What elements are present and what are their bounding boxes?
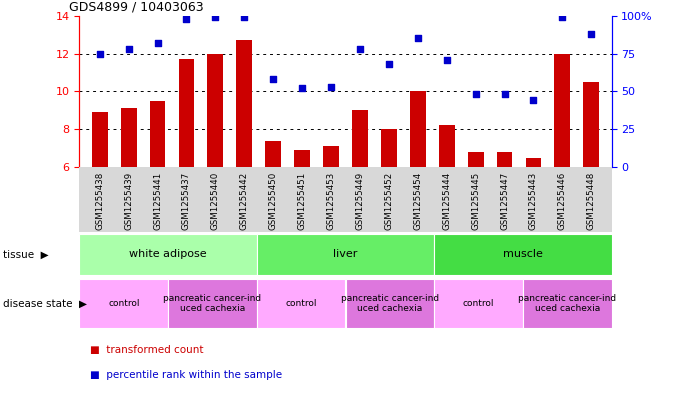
Bar [346,279,434,328]
Bar [323,146,339,167]
Bar [410,91,426,167]
Bar [257,279,346,328]
Point [499,91,510,97]
Text: tissue  ▶: tissue ▶ [3,250,49,259]
Bar [79,234,257,275]
Text: GSM1255448: GSM1255448 [587,172,596,230]
Point [239,14,250,20]
Bar [265,141,281,167]
Text: GSM1255441: GSM1255441 [153,172,162,230]
Text: GSM1255438: GSM1255438 [95,172,104,230]
Point [384,61,395,67]
Text: pancreatic cancer-ind
uced cachexia: pancreatic cancer-ind uced cachexia [518,294,616,313]
Point [413,35,424,42]
Bar [434,279,523,328]
Bar [526,158,542,167]
Text: GSM1255440: GSM1255440 [211,172,220,230]
Bar [207,53,223,167]
Bar [583,82,599,167]
Point [441,57,452,63]
Text: GSM1255439: GSM1255439 [124,172,133,230]
Bar [294,150,310,167]
Bar [554,53,570,167]
Point [296,85,307,92]
Bar [497,152,513,167]
Text: pancreatic cancer-ind
uced cachexia: pancreatic cancer-ind uced cachexia [341,294,439,313]
Point [470,91,481,97]
Text: GSM1255442: GSM1255442 [240,172,249,230]
Bar [121,108,137,167]
Bar [149,101,165,167]
Bar [257,234,434,275]
Text: pancreatic cancer-ind
uced cachexia: pancreatic cancer-ind uced cachexia [163,294,262,313]
Bar [79,279,168,328]
Point [267,76,278,83]
Text: control: control [463,299,494,308]
Text: ■  percentile rank within the sample: ■ percentile rank within the sample [90,370,282,380]
Text: GSM1255443: GSM1255443 [529,172,538,230]
Point [123,46,134,52]
Text: GDS4899 / 10403063: GDS4899 / 10403063 [69,0,203,13]
Bar [352,110,368,167]
Text: control: control [108,299,140,308]
Text: ■  transformed count: ■ transformed count [90,345,203,355]
Text: GSM1255437: GSM1255437 [182,172,191,230]
Text: liver: liver [333,250,358,259]
Text: GSM1255452: GSM1255452 [384,172,393,230]
Bar [439,125,455,167]
Point [181,16,192,22]
Text: GSM1255453: GSM1255453 [327,172,336,230]
Point [354,46,366,52]
Point [557,14,568,20]
Text: GSM1255444: GSM1255444 [442,172,451,230]
Text: GSM1255450: GSM1255450 [269,172,278,230]
Text: GSM1255445: GSM1255445 [471,172,480,230]
Bar [434,234,612,275]
Text: disease state  ▶: disease state ▶ [3,299,88,309]
Text: GSM1255447: GSM1255447 [500,172,509,230]
Bar [92,112,108,167]
Point [528,97,539,104]
Bar [236,40,252,167]
Bar [178,59,194,167]
Bar [523,279,612,328]
Text: GSM1255446: GSM1255446 [558,172,567,230]
Text: muscle: muscle [503,250,543,259]
Point [152,40,163,46]
Text: white adipose: white adipose [129,250,207,259]
Text: GSM1255451: GSM1255451 [298,172,307,230]
Point [325,84,337,90]
Bar [381,129,397,167]
Point [586,31,597,37]
Point [210,14,221,20]
Point [94,50,105,57]
Text: GSM1255454: GSM1255454 [413,172,422,230]
Bar [168,279,257,328]
Text: GSM1255449: GSM1255449 [355,172,364,230]
Text: control: control [285,299,317,308]
Bar [468,152,484,167]
